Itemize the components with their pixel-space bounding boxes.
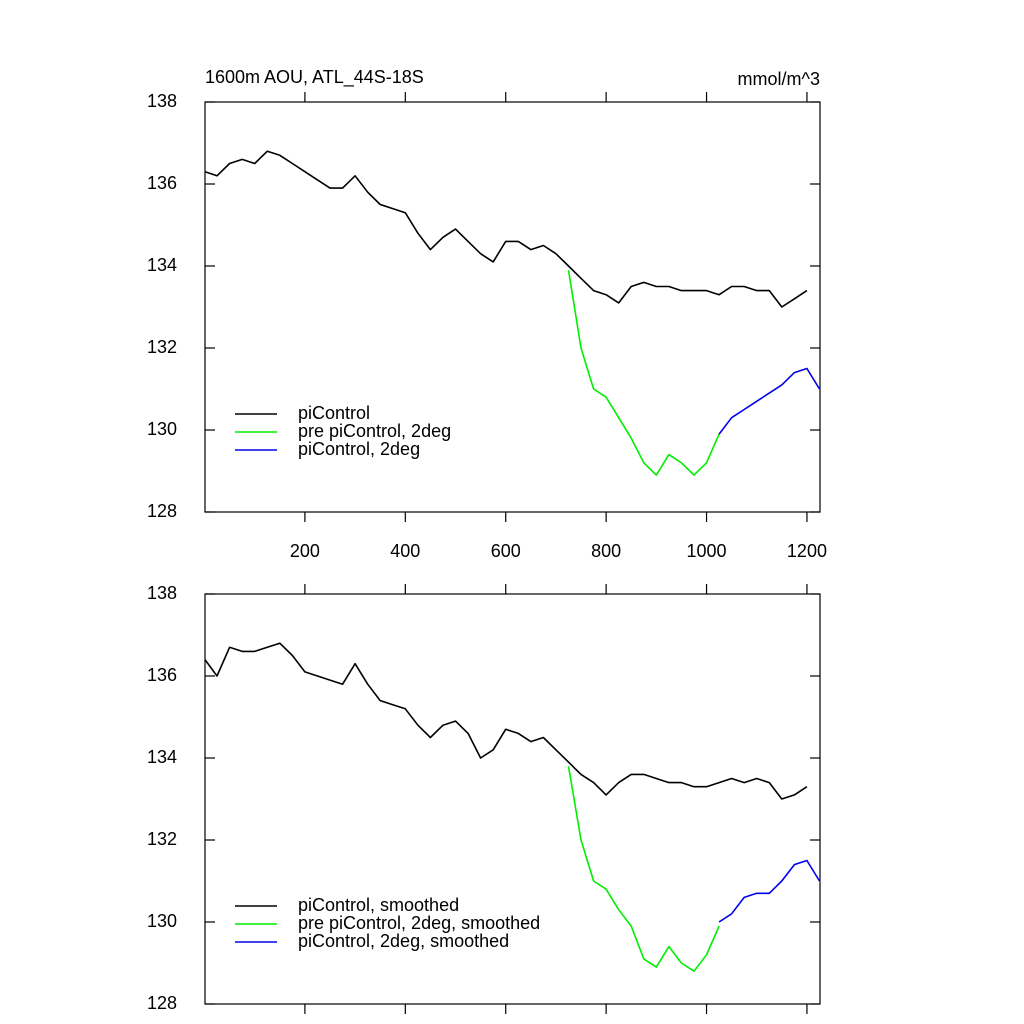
series-line xyxy=(204,150,808,308)
x-tick-label: 600 xyxy=(491,541,521,561)
y-tick-label: 136 xyxy=(147,665,177,685)
x-tick-label: 800 xyxy=(591,541,621,561)
x-tick-label: 1000 xyxy=(687,541,727,561)
y-tick-label: 134 xyxy=(147,255,177,275)
y-tick-label: 136 xyxy=(147,173,177,193)
units-label: mmol/m^3 xyxy=(738,69,820,89)
x-tick-label: 400 xyxy=(390,541,420,561)
legend-label: piControl, smoothed xyxy=(298,895,459,915)
y-tick-label: 132 xyxy=(147,337,177,357)
legend-label: pre piControl, 2deg xyxy=(298,421,451,441)
series-line xyxy=(718,859,821,923)
y-tick-label: 134 xyxy=(147,747,177,767)
legend-label: piControl, 2deg, smoothed xyxy=(298,931,509,951)
series-line xyxy=(204,642,808,800)
legend-label: pre piControl, 2deg, smoothed xyxy=(298,913,540,933)
y-tick-label: 138 xyxy=(147,583,177,603)
legend-label: piControl xyxy=(298,403,370,423)
y-tick-label: 132 xyxy=(147,829,177,849)
y-tick-label: 128 xyxy=(147,501,177,521)
series-line xyxy=(718,367,821,435)
y-tick-label: 128 xyxy=(147,993,177,1013)
legend-label: piControl, 2deg xyxy=(298,439,420,459)
x-tick-label: 1200 xyxy=(787,541,827,561)
y-tick-label: 138 xyxy=(147,91,177,111)
x-tick-label: 200 xyxy=(290,541,320,561)
y-tick-label: 130 xyxy=(147,911,177,931)
series-line xyxy=(567,766,720,972)
plot-frame xyxy=(204,101,821,513)
plot-frame xyxy=(204,593,821,1005)
y-tick-label: 130 xyxy=(147,419,177,439)
series-line xyxy=(567,269,720,476)
chart-title: 1600m AOU, ATL_44S-18S xyxy=(205,67,424,88)
